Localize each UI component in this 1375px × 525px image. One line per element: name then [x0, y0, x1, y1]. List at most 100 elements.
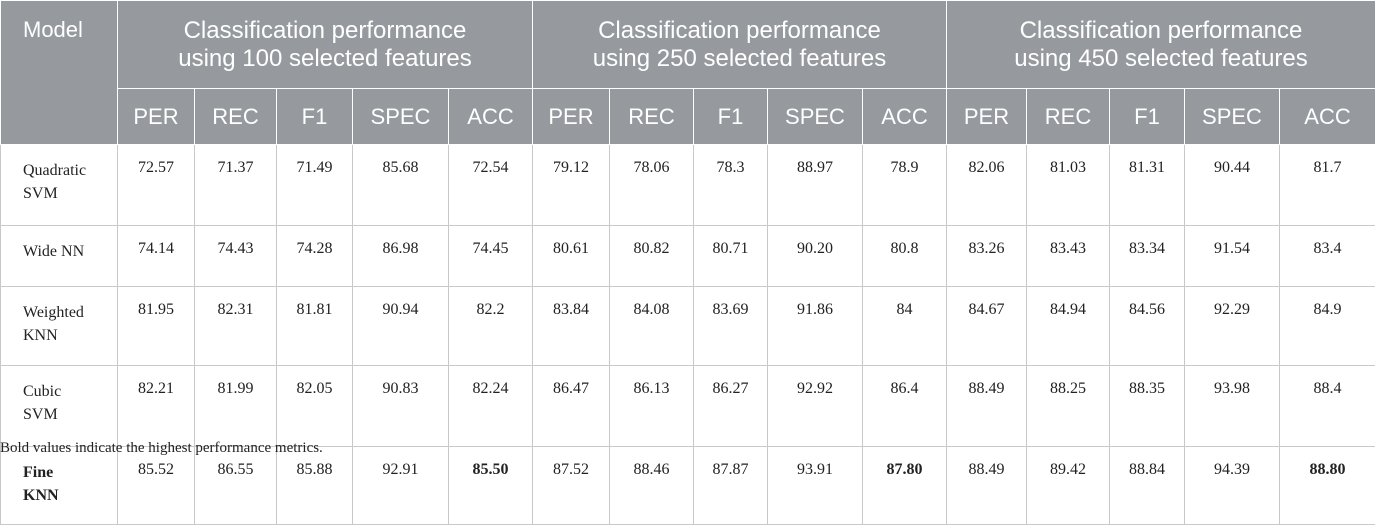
model-name-line1: Weighted: [23, 304, 84, 321]
value-cell: 80.71: [694, 226, 768, 287]
metric-header-per: PER: [533, 89, 610, 145]
model-name-cell: Fine KNN: [1, 447, 118, 525]
model-name-line2: KNN: [23, 487, 59, 504]
model-name-cell: Weighted KNN: [1, 287, 118, 366]
metric-header-spec: SPEC: [768, 89, 863, 145]
value-cell: 79.12: [533, 145, 610, 226]
value-cell: 81.81: [277, 287, 353, 366]
value-cell: 82.21: [118, 366, 195, 447]
metric-header-acc: ACC: [449, 89, 533, 145]
value-cell: 81.99: [195, 366, 277, 447]
group-header-100: Classification performance using 100 sel…: [118, 1, 533, 89]
value-cell: 80.82: [610, 226, 694, 287]
value-cell: 87.52: [533, 447, 610, 525]
value-cell: 92.92: [768, 366, 863, 447]
group-header-line2: using 250 selected features: [593, 45, 887, 72]
value-cell: 84.9: [1280, 287, 1375, 366]
value-cell: 88.46: [610, 447, 694, 525]
value-cell: 85.50: [449, 447, 533, 525]
metric-header-acc: ACC: [1280, 89, 1375, 145]
value-cell: 74.14: [118, 226, 195, 287]
value-cell: 94.39: [1185, 447, 1280, 525]
value-cell: 86.55: [195, 447, 277, 525]
value-cell: 92.91: [353, 447, 449, 525]
value-cell: 84.94: [1027, 287, 1110, 366]
value-cell: 90.94: [353, 287, 449, 366]
group-header-line2: using 100 selected features: [178, 45, 472, 72]
metric-header-f1: F1: [277, 89, 353, 145]
value-cell: 88.97: [768, 145, 863, 226]
value-cell: 80.61: [533, 226, 610, 287]
value-cell: 88.49: [947, 366, 1027, 447]
value-cell: 85.68: [353, 145, 449, 226]
group-header-450: Classification performance using 450 sel…: [947, 1, 1375, 89]
value-cell: 86.47: [533, 366, 610, 447]
model-name-cell: Wide NN: [1, 226, 118, 287]
value-cell: 84.56: [1110, 287, 1185, 366]
value-cell: 86.98: [353, 226, 449, 287]
group-header-line1: Classification performance: [598, 17, 881, 44]
metric-header-spec: SPEC: [353, 89, 449, 145]
group-header-line2: using 450 selected features: [1014, 45, 1308, 72]
value-cell: 85.88: [277, 447, 353, 525]
group-header-row: Model Classification performance using 1…: [1, 1, 1375, 89]
value-cell: 84.67: [947, 287, 1027, 366]
group-header-line1: Classification performance: [184, 17, 467, 44]
value-cell: 82.05: [277, 366, 353, 447]
value-cell: 86.13: [610, 366, 694, 447]
metric-header-spec: SPEC: [1185, 89, 1280, 145]
model-name-line2: SVM: [23, 185, 58, 202]
model-name-line2: SVM: [23, 406, 58, 423]
value-cell: 85.52: [118, 447, 195, 525]
value-cell: 82.06: [947, 145, 1027, 226]
model-name-line1: Fine: [23, 464, 53, 481]
metric-header-f1: F1: [694, 89, 768, 145]
value-cell: 93.98: [1185, 366, 1280, 447]
metric-header-rec: REC: [1027, 89, 1110, 145]
value-cell: 83.4: [1280, 226, 1375, 287]
group-header-250: Classification performance using 250 sel…: [533, 1, 947, 89]
model-column-header: Model: [1, 1, 118, 145]
model-name-line1: Cubic: [23, 383, 61, 400]
value-cell: 88.49: [947, 447, 1027, 525]
value-cell: 81.7: [1280, 145, 1375, 226]
value-cell: 78.06: [610, 145, 694, 226]
model-name-cell: Cubic SVM: [1, 366, 118, 447]
value-cell: 82.31: [195, 287, 277, 366]
value-cell: 72.54: [449, 145, 533, 226]
value-cell: 81.03: [1027, 145, 1110, 226]
value-cell: 90.20: [768, 226, 863, 287]
value-cell: 71.49: [277, 145, 353, 226]
value-cell: 74.28: [277, 226, 353, 287]
value-cell: 78.9: [863, 145, 947, 226]
value-cell: 86.27: [694, 366, 768, 447]
table-footnote: Bold values indicate the highest perform…: [0, 440, 323, 457]
value-cell: 83.34: [1110, 226, 1185, 287]
value-cell: 91.86: [768, 287, 863, 366]
value-cell: 81.95: [118, 287, 195, 366]
metric-header-per: PER: [947, 89, 1027, 145]
value-cell: 71.37: [195, 145, 277, 226]
model-name-line1: Wide NN: [23, 243, 84, 260]
value-cell: 82.24: [449, 366, 533, 447]
model-name-cell: Quadratic SVM: [1, 145, 118, 226]
value-cell: 74.45: [449, 226, 533, 287]
value-cell: 82.2: [449, 287, 533, 366]
value-cell: 83.43: [1027, 226, 1110, 287]
metric-header-rec: REC: [195, 89, 277, 145]
metric-header-f1: F1: [1110, 89, 1185, 145]
value-cell: 88.35: [1110, 366, 1185, 447]
value-cell: 92.29: [1185, 287, 1280, 366]
group-header-line1: Classification performance: [1020, 17, 1303, 44]
model-name-line1: Quadratic: [23, 162, 86, 179]
value-cell: 74.43: [195, 226, 277, 287]
value-cell: 83.84: [533, 287, 610, 366]
value-cell: 88.80: [1280, 447, 1375, 525]
model-name-line2: KNN: [23, 327, 58, 344]
